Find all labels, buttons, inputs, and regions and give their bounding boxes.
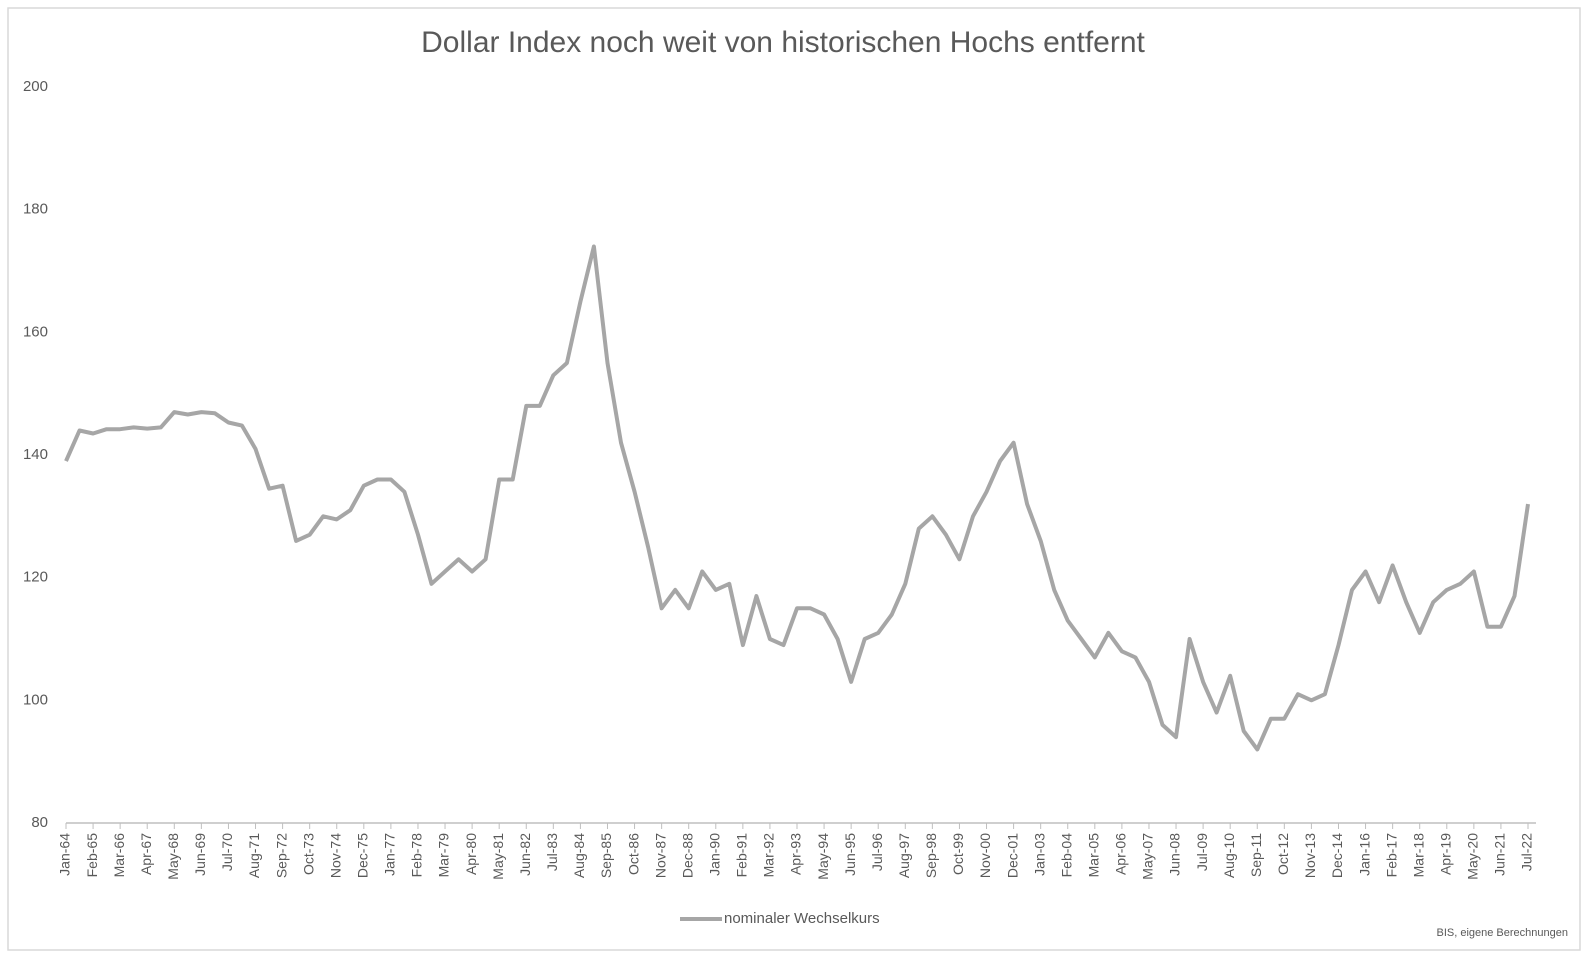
x-tick-label: Aug-71 — [246, 833, 262, 878]
x-tick-label: Mar-92 — [761, 833, 777, 878]
x-tick-label: Feb-91 — [734, 833, 750, 878]
x-tick-label: Aug-97 — [896, 833, 912, 878]
x-tick-label: Sep-11 — [1248, 833, 1264, 877]
chart-title: Dollar Index noch weit von historischen … — [421, 26, 1145, 59]
x-tick-label: Nov-00 — [977, 833, 993, 878]
x-tick-label: Apr-06 — [1113, 833, 1129, 875]
x-tick-label: Jul-70 — [219, 833, 235, 871]
x-tick-label: Jun-95 — [842, 833, 858, 876]
x-tick-label: Jul-83 — [544, 833, 560, 871]
x-tick-label: Mar-18 — [1410, 833, 1426, 878]
x-tick-label: Dec-88 — [679, 833, 695, 878]
x-tick-label: Sep-72 — [273, 833, 289, 878]
x-tick-label: Nov-87 — [652, 833, 668, 878]
x-tick-label: Nov-74 — [327, 833, 343, 878]
x-tick-label: Oct-99 — [950, 833, 966, 875]
chart-border — [7, 7, 1581, 951]
x-tick-label: Apr-80 — [463, 833, 479, 875]
legend-label: nominaler Wechselkurs — [724, 910, 880, 927]
x-tick-label: Sep-85 — [598, 833, 614, 878]
x-tick-label: Sep-98 — [923, 833, 939, 878]
x-tick-label: May-81 — [490, 833, 506, 880]
x-tick-label: Jun-82 — [517, 833, 533, 876]
x-tick-label: Jan-77 — [382, 833, 398, 876]
x-tick-label: Jul-22 — [1519, 833, 1535, 871]
x-tick-label: Feb-17 — [1383, 833, 1399, 878]
x-tick-label: Jan-90 — [706, 833, 722, 876]
x-tick-label: Dec-14 — [1329, 833, 1345, 878]
x-tick-label: Oct-86 — [625, 833, 641, 875]
y-tick-label: 180 — [23, 201, 48, 218]
x-tick-label: Oct-12 — [1275, 833, 1291, 875]
x-tick-label: Feb-78 — [409, 833, 425, 878]
y-tick-label: 100 — [23, 691, 48, 708]
y-tick-label: 120 — [23, 569, 48, 586]
x-tick-label: Jul-96 — [869, 833, 885, 871]
x-tick-label: Dec-01 — [1004, 833, 1020, 878]
x-tick-label: Apr-93 — [788, 833, 804, 875]
x-tick-label: May-20 — [1465, 833, 1481, 880]
x-tick-label: Mar-66 — [111, 833, 127, 878]
x-tick-label: Jun-08 — [1167, 833, 1183, 876]
x-tick-label: Aug-10 — [1221, 833, 1237, 878]
y-tick-label: 200 — [23, 78, 48, 95]
y-tick-label: 160 — [23, 323, 48, 340]
x-tick-label: May-94 — [815, 833, 831, 880]
x-tick-label: Jan-64 — [57, 833, 73, 876]
x-tick-label: Apr-19 — [1437, 833, 1453, 875]
y-tick-label: 80 — [31, 814, 48, 831]
x-tick-label: Apr-67 — [138, 833, 154, 875]
x-tick-label: Mar-05 — [1086, 833, 1102, 878]
x-tick-label: Jun-69 — [192, 833, 208, 876]
x-tick-label: Jun-21 — [1492, 833, 1508, 876]
x-tick-label: Nov-13 — [1302, 833, 1318, 878]
x-tick-label: Jan-16 — [1356, 833, 1372, 876]
x-tick-label: May-68 — [165, 833, 181, 880]
y-tick-label: 140 — [23, 446, 48, 463]
x-tick-label: Dec-75 — [355, 833, 371, 878]
x-tick-label: Feb-65 — [84, 833, 100, 878]
x-tick-label: Aug-84 — [571, 833, 587, 878]
x-tick-label: Jul-09 — [1194, 833, 1210, 871]
source-note: BIS, eigene Berechnungen — [1437, 927, 1569, 939]
line-series — [64, 244, 1530, 752]
x-tick-label: Feb-04 — [1058, 833, 1074, 878]
x-tick-label: Mar-79 — [436, 833, 452, 878]
x-tick-label: Oct-73 — [300, 833, 316, 875]
x-tick-label: May-07 — [1140, 833, 1156, 880]
x-tick-label: Jan-03 — [1031, 833, 1047, 876]
